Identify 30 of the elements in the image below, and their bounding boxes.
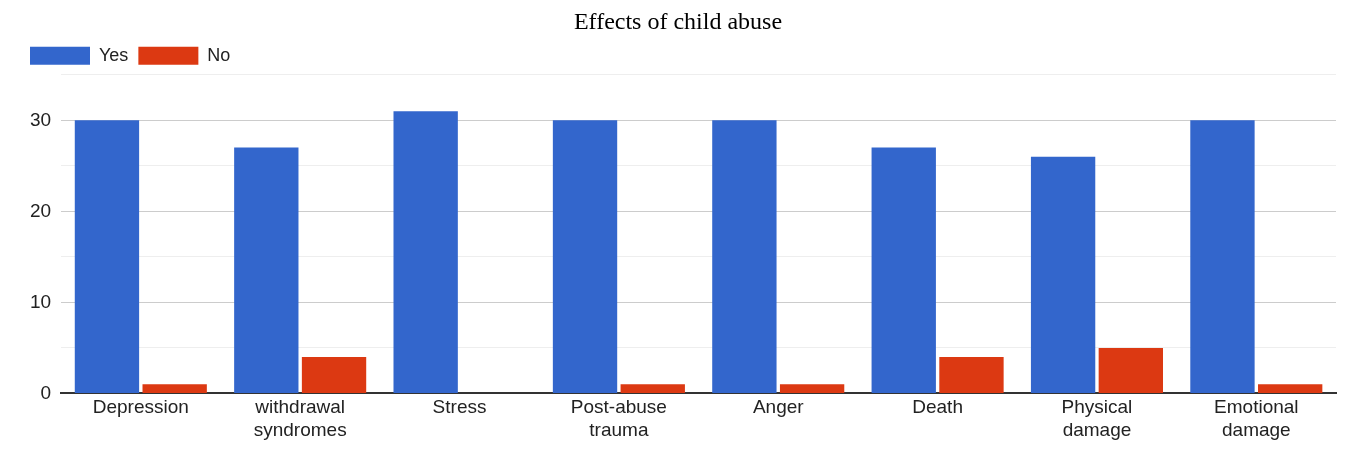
bar [779,384,845,393]
bar [74,120,140,393]
bar [142,384,207,393]
y-tick-label: 20 [29,199,52,221]
chart-title: Effects of child abuse [573,7,783,34]
x-tick-label: Anger [752,396,805,418]
bar [1258,384,1323,393]
x-tick-label: Emotional damage [1214,396,1299,440]
bar [1098,347,1163,393]
bar [1030,156,1096,393]
x-tick-label: Post-abuse trauma [570,396,667,440]
bar [871,147,936,393]
bar [234,147,299,393]
bar [620,384,685,393]
x-tick-label: Depression [92,396,189,418]
bar [552,120,618,393]
bar [1190,120,1255,393]
y-tick-label: 30 [29,108,52,130]
bar [712,120,777,393]
x-tick-label: withdrawal syndromes [253,396,347,440]
x-tick-label: Stress [432,396,487,418]
bar [301,356,367,393]
bar [393,111,458,393]
y-tick-label: 10 [29,290,52,312]
y-tick-label: 0 [40,381,52,403]
legend-label: No [207,44,231,65]
legend-label: Yes [99,44,129,65]
x-tick-label: Death [912,396,963,418]
x-tick-label: Physical damage [1061,396,1133,440]
bar [939,356,1004,393]
